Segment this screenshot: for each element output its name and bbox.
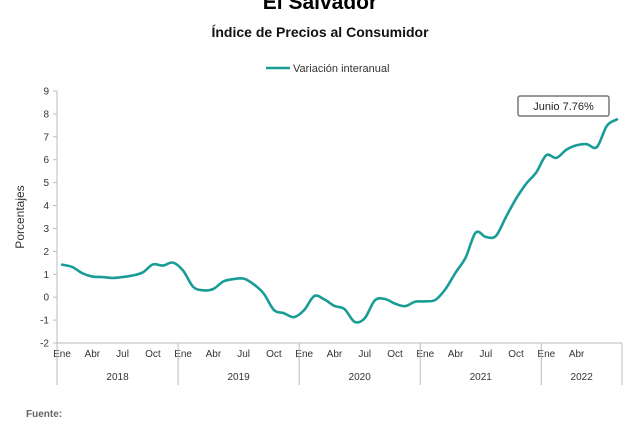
x-month-label: Ene xyxy=(416,349,434,360)
annotation-box xyxy=(517,95,610,117)
y-tick-label: 1 xyxy=(43,270,49,281)
x-year-label: 2020 xyxy=(349,372,372,383)
x-year-label: 2021 xyxy=(470,372,493,383)
series-line-variacion-interanual xyxy=(60,118,619,324)
y-tick-label: -2 xyxy=(40,339,49,350)
chart-title: El Salvador xyxy=(262,0,378,14)
y-tick-label: 9 xyxy=(43,87,49,98)
x-month-label: Oct xyxy=(508,349,524,360)
y-tick-label: 2 xyxy=(43,247,49,258)
x-month-label: Abr xyxy=(569,349,585,360)
y-tick-label: -1 xyxy=(40,316,49,327)
x-month-label: Abr xyxy=(448,349,464,360)
x-month-label: Ene xyxy=(295,349,313,360)
x-year-label: 2022 xyxy=(571,372,594,383)
x-month-label: Abr xyxy=(206,349,222,360)
y-tick-label: 3 xyxy=(43,224,49,235)
x-month-label: Jul xyxy=(358,349,371,360)
x-year-label: 2019 xyxy=(227,372,250,383)
legend-label: Variación interanual xyxy=(293,63,389,75)
x-month-label: Ene xyxy=(537,349,555,360)
x-month-label: Oct xyxy=(266,349,282,360)
y-axis-label: Porcentajes xyxy=(13,185,27,248)
y-tick-label: 8 xyxy=(43,109,49,120)
x-month-label: Abr xyxy=(327,349,343,360)
annotation-label: Junio 7.76% xyxy=(533,101,594,113)
x-month-label: Jul xyxy=(237,349,250,360)
x-month-label: Abr xyxy=(85,349,101,360)
x-month-label: Jul xyxy=(116,349,129,360)
y-tick-label: 4 xyxy=(43,201,49,212)
x-month-label: Ene xyxy=(53,349,71,360)
y-tick-label: 6 xyxy=(43,155,49,166)
chart-subtitle: Índice de Precios al Consumidor xyxy=(211,24,429,40)
y-tick-label: 7 xyxy=(43,132,49,143)
x-month-label: Oct xyxy=(387,349,403,360)
y-tick-label: 5 xyxy=(43,178,49,189)
x-year-label: 2018 xyxy=(106,372,129,383)
x-month-label: Oct xyxy=(145,349,161,360)
source-label: Fuente: xyxy=(26,409,63,420)
x-month-label: Ene xyxy=(174,349,192,360)
x-month-label: Jul xyxy=(479,349,492,360)
y-tick-label: 0 xyxy=(43,293,49,304)
